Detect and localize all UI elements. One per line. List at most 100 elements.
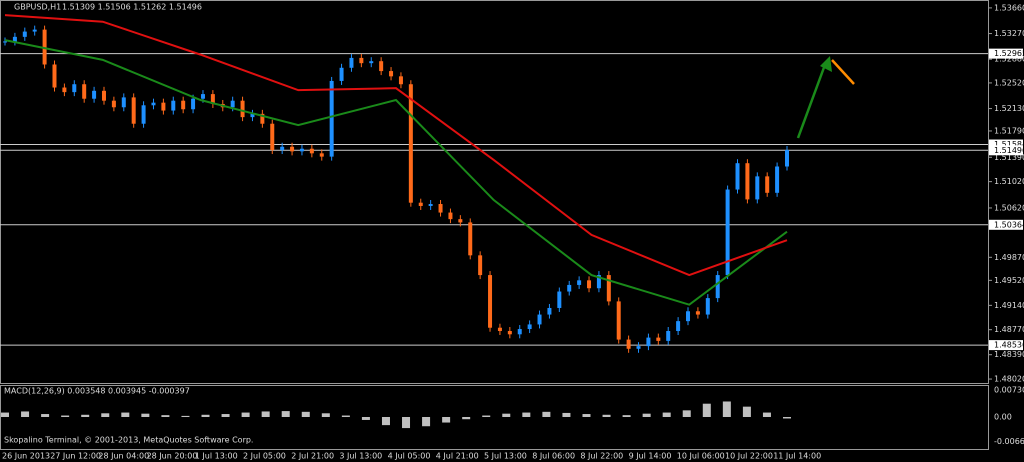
time-label: 26 Jun 2013: [2, 452, 50, 461]
copyright: Skopalino Terminal, © 2001-2013, MetaQuo…: [4, 436, 253, 445]
candle: [280, 146, 285, 151]
candle: [686, 311, 691, 322]
candle: [577, 280, 582, 285]
candle: [468, 222, 473, 256]
candle: [616, 301, 621, 340]
macd-bar: [702, 403, 711, 417]
level-box: [989, 219, 1023, 230]
macd-bar: [121, 412, 130, 417]
level-box: [989, 340, 1023, 351]
candle: [161, 102, 166, 111]
macd-bar: [41, 414, 50, 417]
symbol: GBPUSD,H1: [14, 3, 61, 12]
price-label: 1.49520: [994, 276, 1024, 285]
macd-pane: [0, 385, 989, 450]
candle: [270, 123, 275, 151]
price-label: 1.48020: [994, 375, 1024, 384]
macd-bar: [742, 406, 751, 417]
candle: [458, 219, 463, 223]
macd-bar: [442, 417, 451, 423]
macd-bar: [682, 410, 691, 417]
candle: [428, 204, 433, 206]
candle: [210, 94, 215, 104]
time-label: 27 Jun 12:00: [50, 452, 101, 461]
macd-tick: 0.007309: [994, 386, 1024, 395]
price-label: 1.49870: [994, 253, 1024, 262]
candle: [379, 61, 384, 72]
candle: [22, 31, 27, 37]
macd-bar: [502, 413, 511, 417]
ma-green: [4, 39, 788, 306]
candle: [131, 97, 136, 124]
macd-label: MACD(12,26,9) 0.003548 0.003945 -0.00039…: [4, 387, 190, 396]
candle: [309, 148, 314, 154]
macd-bar: [221, 414, 230, 417]
macd-bar: [241, 412, 250, 417]
price-label: 1.48770: [994, 325, 1024, 334]
candle: [636, 346, 641, 349]
time-label: 3 Jul 13:00: [339, 452, 382, 461]
candle: [111, 100, 116, 108]
price-label: 1.50620: [994, 203, 1024, 212]
macd-bar: [361, 417, 370, 420]
macd-bar: [783, 417, 791, 419]
time-label: 2 Jul 05:00: [243, 452, 286, 461]
candle: [121, 97, 126, 108]
candle: [181, 100, 186, 110]
candle: [438, 204, 443, 213]
time-label: 1 Jul 13:00: [195, 452, 238, 461]
candle: [695, 311, 700, 315]
macd-bar: [261, 411, 270, 417]
candle: [626, 339, 631, 349]
macd-bar: [1, 412, 9, 417]
candle: [775, 166, 780, 193]
candle: [32, 29, 37, 32]
macd-bar: [402, 417, 411, 429]
macd-tick: 0.00: [994, 413, 1012, 422]
candle: [755, 176, 760, 200]
price-label: 1.48390: [994, 350, 1024, 359]
price-label: 1.53270: [994, 29, 1024, 38]
candle: [230, 100, 235, 108]
macd-bar: [141, 413, 150, 417]
candle: [587, 280, 592, 289]
candle: [240, 100, 245, 118]
macd-bar: [582, 414, 591, 417]
time-label: 28 Jun 04:00: [98, 452, 149, 461]
candle: [478, 255, 483, 276]
candle: [141, 105, 146, 124]
candle: [725, 189, 730, 276]
candle: [705, 298, 710, 315]
level-box: [989, 145, 1023, 156]
candle: [92, 90, 97, 99]
candle: [656, 337, 661, 341]
time-label: 5 Jul 13:00: [484, 452, 527, 461]
candle: [527, 324, 532, 330]
candle: [72, 84, 77, 93]
level-box: [989, 48, 1023, 59]
candle: [517, 329, 522, 335]
candle: [82, 84, 87, 99]
candle: [260, 113, 265, 124]
time-label: 8 Jul 06:00: [532, 452, 575, 461]
candle: [646, 337, 651, 347]
candle: [596, 275, 601, 289]
candle: [735, 163, 740, 190]
macd-bar: [722, 401, 731, 417]
candle: [12, 36, 17, 42]
level-label: 1.50364: [994, 220, 1024, 229]
macd-bar: [462, 417, 471, 420]
candle: [676, 321, 681, 332]
candle: [171, 100, 176, 111]
level-box: [989, 139, 1023, 150]
candle: [398, 76, 403, 85]
level-label: 1.48536: [994, 341, 1024, 350]
macd-bar: [381, 417, 390, 426]
candle: [349, 57, 354, 68]
macd-bar: [341, 415, 350, 417]
macd-bar: [602, 414, 611, 417]
macd-bar: [622, 415, 631, 417]
macd-bar: [301, 411, 310, 417]
macd-bar: [422, 417, 431, 427]
macd-bar: [61, 415, 70, 417]
